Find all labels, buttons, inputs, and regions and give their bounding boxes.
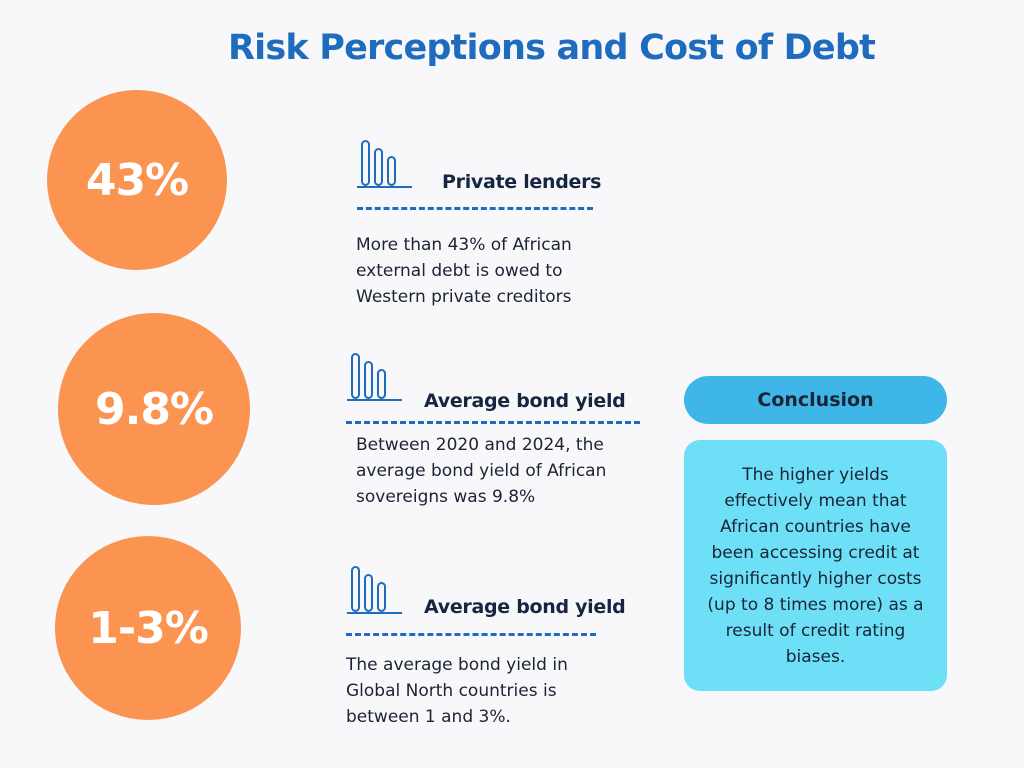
bar-chart-icon: [347, 566, 402, 614]
stat-circle-african-bond-yield: 9.8%: [58, 313, 250, 505]
bar-chart-icon: [357, 140, 412, 188]
divider: [357, 207, 593, 210]
stat-circle-private-lenders: 43%: [47, 90, 227, 270]
stat-description-african-bond-yield: Between 2020 and 2024, the average bond …: [356, 435, 607, 507]
stat-heading-african-bond-yield: Average bond yield: [424, 390, 626, 412]
stat-circle-global-north-bond-yield: 1-3%: [55, 536, 241, 720]
divider: [346, 633, 596, 636]
stat-heading-private-lenders: Private lenders: [442, 171, 602, 193]
conclusion-label: Conclusion: [684, 376, 947, 424]
bar-chart-icon: [347, 353, 402, 401]
page-title: Risk Perceptions and Cost of Debt: [228, 28, 876, 68]
stat-description-private-lenders: More than 43% of African external debt i…: [356, 235, 572, 307]
stat-description-global-north-bond-yield: The average bond yield in Global North c…: [346, 655, 568, 727]
divider: [346, 421, 640, 424]
stat-heading-global-north-bond-yield: Average bond yield: [424, 596, 626, 618]
conclusion-text: The higher yields effectively mean that …: [684, 440, 947, 691]
